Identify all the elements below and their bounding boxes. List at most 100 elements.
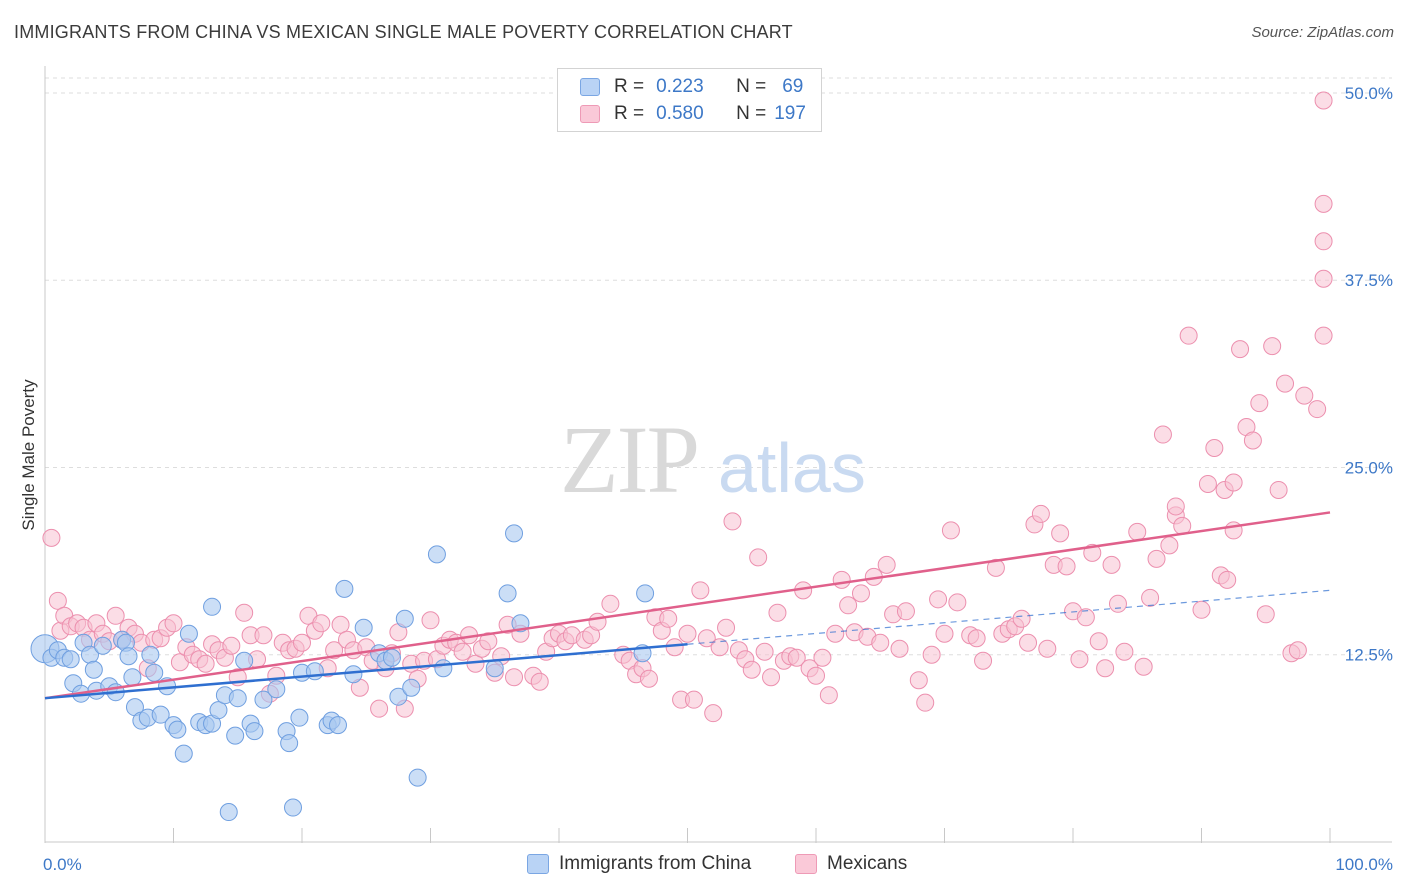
mexicans-point (684, 690, 703, 709)
mexicans-point (665, 638, 684, 657)
mexicans-point (1076, 608, 1095, 627)
china-point (61, 650, 80, 669)
y-tick-label: 50.0% (1345, 84, 1393, 103)
mexicans-point (588, 612, 607, 631)
china-point (389, 687, 408, 706)
trend-lines (44, 511, 1331, 700)
china-point (267, 680, 286, 699)
china-point (235, 651, 254, 670)
mexicans-point (871, 633, 890, 652)
china-point (335, 579, 354, 598)
mexicans-point (922, 645, 941, 664)
china-point (123, 668, 142, 687)
mexicans-point (851, 584, 870, 603)
mexico-r-value: 0.580 (656, 103, 704, 124)
mexicans-point (717, 618, 736, 637)
mexicans-point (723, 512, 742, 531)
china-trend-extension (687, 589, 1331, 645)
watermark: ZIP atlas (560, 406, 866, 513)
mexicans-point (1314, 194, 1333, 213)
mexicans-point (1263, 337, 1282, 356)
china-point (179, 624, 198, 643)
mexicans-point (1108, 594, 1127, 613)
mexicans-point (896, 602, 915, 621)
mexicans-point (312, 614, 331, 633)
svg-text:atlas: atlas (718, 429, 866, 507)
mexicans-point (1038, 639, 1057, 658)
china-point (151, 705, 170, 724)
china-r-label: R = (614, 76, 645, 97)
mexicans-point (1295, 386, 1314, 405)
mexicans-point (807, 666, 825, 685)
bottom-legend-mexico: Mexicans (795, 852, 907, 876)
mexicans-point (909, 671, 928, 690)
mexicans-point (530, 672, 549, 691)
y-tick-label: 37.5% (1345, 271, 1393, 290)
mexicans-point (164, 614, 183, 633)
mexicans-point (819, 686, 838, 705)
mexicans-point (1147, 549, 1166, 568)
correlation-legend: R = 0.223 N = 69 R = 0.580 N = 197 (557, 68, 822, 132)
china-point (505, 524, 524, 543)
series-immigrants-from-china (30, 524, 655, 822)
x-tick-label: 100.0% (1335, 855, 1393, 874)
mexicans-point (1314, 232, 1333, 251)
china-point (290, 708, 309, 727)
bottom-mexico-label: Mexicans (827, 853, 908, 874)
china-point (636, 584, 655, 603)
china-r-value: 0.223 (656, 76, 704, 97)
mexicans-point (325, 641, 344, 660)
china-swatch (580, 78, 600, 96)
mexicans-point (1019, 633, 1038, 652)
mexicans-point (1128, 522, 1147, 541)
mexicans-point (832, 570, 851, 589)
mexicans-point (1218, 570, 1237, 589)
mexico-n-label: N = (736, 103, 767, 124)
mexicans-point (601, 594, 620, 613)
bottom-china-label: Immigrants from China (559, 853, 752, 874)
mexicans-point (935, 624, 954, 643)
source-label: Source: ZipAtlas.com (1251, 24, 1394, 41)
mexicans-point (1224, 473, 1243, 492)
china-point (328, 716, 347, 735)
mexicans-point (196, 654, 215, 673)
china-point (408, 768, 427, 787)
x-tick-labels: 0.0% 100.0% (43, 855, 1393, 874)
china-point (141, 645, 160, 664)
mexicans-point (1192, 600, 1211, 619)
y-tick-label: 12.5% (1345, 646, 1393, 665)
mexicans-point (839, 596, 858, 615)
china-point (84, 660, 103, 679)
mexicans-point (1231, 340, 1250, 359)
mexicans-point (877, 555, 896, 574)
mexicans-point (1051, 524, 1070, 543)
china-point (168, 720, 187, 739)
mexicans-point (1031, 504, 1050, 523)
mexicans-point (293, 633, 311, 652)
mexicans-point (42, 528, 61, 547)
mexico-swatch (580, 105, 600, 123)
mexicans-point (1160, 536, 1179, 555)
mexicans-point (974, 651, 993, 670)
mexicans-point (704, 704, 723, 723)
mexicans-point (1070, 650, 1089, 669)
mexicans-point (967, 629, 986, 648)
mexicans-point (1205, 439, 1224, 458)
china-point (284, 798, 303, 817)
china-point (226, 726, 245, 745)
china-point (228, 689, 247, 708)
mexicans-point (479, 632, 498, 651)
china-point (245, 722, 264, 741)
y-tick-label: 25.0% (1345, 458, 1393, 477)
china-point (427, 545, 446, 564)
chart-title: IMMIGRANTS FROM CHINA VS MEXICAN SINGLE … (14, 22, 793, 42)
mexicans-point (1198, 474, 1217, 493)
china-point (434, 659, 453, 678)
mexicans-point (1166, 497, 1185, 516)
svg-text:ZIP: ZIP (560, 406, 698, 513)
gridlines (45, 77, 1392, 656)
mexico-n-value: 197 (774, 103, 806, 124)
mexicans-point (1269, 480, 1288, 499)
china-point (485, 659, 504, 678)
